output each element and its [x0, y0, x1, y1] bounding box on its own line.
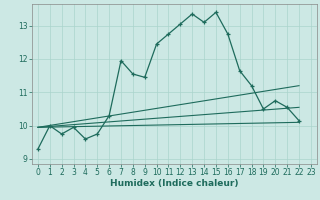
X-axis label: Humidex (Indice chaleur): Humidex (Indice chaleur)	[110, 179, 239, 188]
